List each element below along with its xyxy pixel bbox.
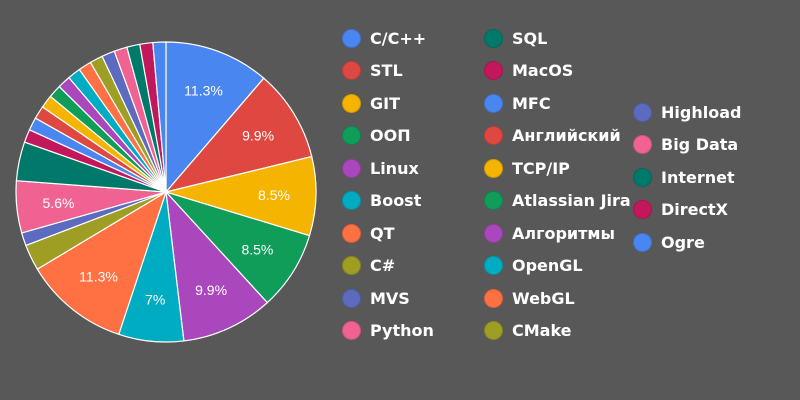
legend-item-qt[interactable]: QT [342, 221, 395, 245]
legend-swatch [633, 200, 652, 219]
legend-item-tcp-ip[interactable]: TCP/IP [484, 156, 570, 180]
legend-item-python[interactable]: Python [342, 319, 434, 343]
legend-label: Английский [512, 126, 621, 145]
legend-item-mvs[interactable]: MVS [342, 286, 410, 310]
legend-swatch [484, 28, 503, 48]
legend-swatch [633, 135, 652, 154]
legend-swatch [342, 288, 361, 308]
legend-label: DirectX [661, 200, 728, 219]
pie-slice-linux[interactable] [165, 190, 269, 342]
legend-swatch [342, 126, 361, 145]
legend-swatch [484, 288, 503, 308]
legend-label: Boost [370, 191, 422, 210]
legend-label: Atlassian Jira [512, 191, 631, 210]
legend-label: Big Data [661, 135, 739, 154]
legend-item-webgl[interactable]: WebGL [484, 286, 575, 310]
slice-data-label: 9.9% [242, 128, 274, 144]
legend-swatch [342, 28, 361, 48]
slice-data-label: 11.3% [79, 268, 118, 284]
legend-item-git[interactable]: GIT [342, 91, 400, 115]
pie-slice-c-c[interactable] [165, 41, 265, 194]
pie-slice-ogre[interactable] [152, 41, 167, 193]
legend-label: WebGL [512, 288, 575, 308]
legend-label: Алгоритмы [512, 223, 615, 243]
legend-item-item-13[interactable]: Английский [484, 124, 621, 148]
slice-data-label: 11.3% [184, 83, 223, 99]
legend-item-internet[interactable]: Internet [633, 165, 735, 189]
slice-data-label: 9.9% [195, 282, 227, 298]
pie-chart-svg: 11.3% 9.9% 8.5% 8.5% 9.9% 7% 11.3% 5.6% [15, 41, 317, 343]
legend-label: Linux [370, 158, 419, 178]
legend-swatch [342, 321, 361, 340]
legend-swatch [342, 256, 361, 275]
legend-swatch [484, 158, 503, 178]
legend-item-linux[interactable]: Linux [342, 156, 419, 180]
slice-data-label: 8.5% [241, 242, 273, 258]
legend-item-highload[interactable]: Highload [633, 100, 741, 124]
legend-swatch [342, 158, 361, 178]
legend-item-directx[interactable]: DirectX [633, 198, 728, 222]
legend-swatch [484, 93, 503, 113]
legend-label: MFC [512, 93, 551, 113]
legend-item-item-3[interactable]: ООП [342, 124, 411, 148]
legend-swatch [484, 321, 503, 340]
legend-item-boost[interactable]: Boost [342, 189, 421, 213]
slice-data-label: 7% [145, 292, 165, 308]
legend-label: MacOS [512, 61, 574, 80]
legend-item-mfc[interactable]: MFC [484, 91, 551, 115]
legend-label: ООП [370, 126, 411, 145]
legend-swatch [484, 126, 503, 145]
legend-label: QT [370, 223, 395, 243]
legend-label: Ogre [661, 232, 705, 252]
legend-swatch [342, 191, 361, 210]
legend-label: C/C++ [370, 28, 427, 48]
legend-swatch [342, 61, 361, 80]
legend-swatch [633, 167, 652, 187]
legend-label: MVS [370, 288, 410, 308]
legend-swatch [484, 61, 503, 80]
legend-swatch [342, 93, 361, 113]
legend-label: Highload [661, 102, 742, 122]
legend-item-item-16[interactable]: Алгоритмы [484, 221, 615, 245]
legend-item-sql[interactable]: SQL [484, 26, 547, 50]
legend-item-opengl[interactable]: OpenGL [484, 254, 583, 278]
legend-swatch [484, 191, 503, 210]
legend-label: OpenGL [512, 256, 583, 275]
legend-item-cmake[interactable]: CMake [484, 319, 572, 343]
pie-slice-qt[interactable] [36, 190, 168, 336]
legend-label: Python [370, 321, 434, 340]
legend-label: SQL [512, 28, 548, 48]
legend-item-stl[interactable]: STL [342, 59, 403, 83]
slice-data-label: 8.5% [258, 187, 290, 203]
legend-swatch [342, 223, 361, 243]
legend-swatch [484, 256, 503, 275]
legend-item-c[interactable]: C# [342, 254, 395, 278]
slice-data-label: 5.6% [43, 195, 75, 211]
legend-label: TCP/IP [512, 158, 570, 178]
legend-item-c-c[interactable]: C/C++ [342, 26, 426, 50]
legend-label: C# [370, 256, 396, 275]
legend-label: Internet [661, 167, 735, 187]
legend-label: STL [370, 61, 403, 80]
legend-swatch [484, 223, 503, 243]
legend-item-macos[interactable]: MacOS [484, 59, 573, 83]
legend-item-big-data[interactable]: Big Data [633, 133, 738, 157]
legend-swatch [633, 102, 652, 122]
pie-slice-stl[interactable] [164, 77, 313, 194]
legend-swatch [633, 232, 652, 252]
legend-item-atlassian-jira[interactable]: Atlassian Jira [484, 189, 631, 213]
legend-label: GIT [370, 93, 400, 113]
legend-item-ogre[interactable]: Ogre [633, 230, 705, 254]
legend-label: CMake [512, 321, 572, 340]
